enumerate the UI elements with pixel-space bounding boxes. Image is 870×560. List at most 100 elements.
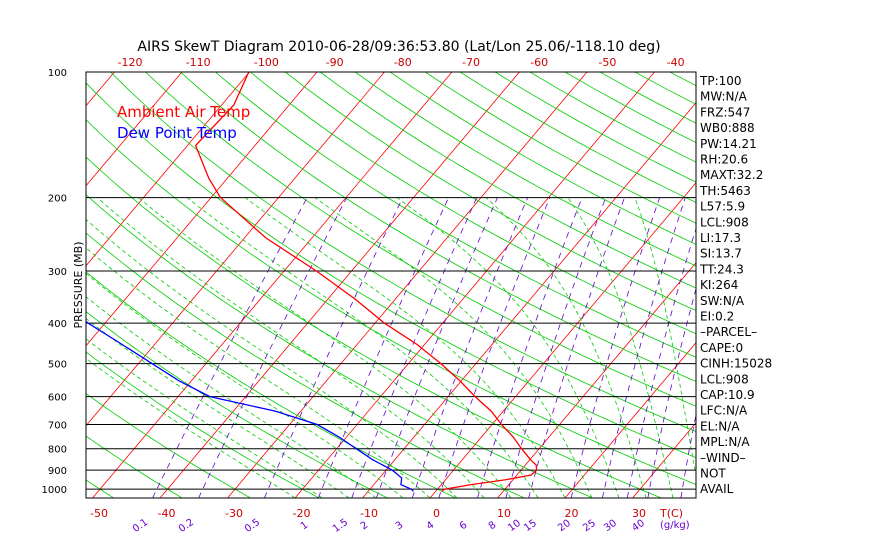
mixing-ratio-label: 20: [556, 518, 573, 534]
stat-line: SW:N/A: [700, 294, 745, 308]
stat-line: LI:17.3: [700, 231, 741, 245]
isotherm-line: [564, 342, 696, 498]
dry-adiabat-line: [86, 393, 251, 498]
isotherm-line: [227, 72, 588, 498]
isotherm-line: [632, 422, 696, 498]
stat-line: SI:13.7: [700, 247, 742, 261]
pressure-tick-label: 600: [48, 393, 67, 404]
dry-adiabat-line: [0, 72, 45, 498]
y-axis-label: PRESSURE (MB): [72, 242, 85, 329]
pressure-tick-label: 1000: [42, 485, 67, 496]
dry-adiabat-line: [215, 72, 696, 358]
stat-line: PW:14.21: [700, 137, 757, 151]
stat-line: EL:N/A: [700, 419, 740, 433]
bottom-temp-tick-label: 30: [632, 507, 646, 520]
moist-adiabat-line: [86, 318, 350, 498]
mixing-ratio-line: [376, 197, 498, 498]
top-temp-tick-label: -40: [667, 56, 685, 69]
isotherm-line: [768, 72, 870, 498]
dry-adiabat-line: [86, 119, 696, 485]
background-lines: [0, 72, 870, 498]
top-temp-tick-label: -70: [462, 56, 480, 69]
mixing-ratio-label: 0.2: [177, 517, 196, 535]
stat-line: TT:24.3: [699, 262, 744, 276]
bottom-temp-tick-label: 20: [565, 507, 579, 520]
isobars: [86, 197, 696, 490]
top-temp-tick-label: -60: [530, 56, 548, 69]
stat-line: –WIND–: [700, 451, 746, 465]
dry-adiabat-line: [86, 435, 183, 498]
pressure-tick-label: 700: [48, 421, 67, 432]
stat-line: CAPE:0: [700, 341, 743, 355]
dry-adiabat-line: [86, 479, 114, 498]
mixing-ratio-line: [318, 197, 449, 498]
moist-adiabat-line: [86, 247, 431, 498]
dry-adiabat-line: [775, 72, 870, 498]
dry-adiabat-line: [86, 82, 696, 459]
dry-adiabat-line: [86, 232, 525, 498]
dry-adiabat-line: [389, 72, 696, 245]
top-temp-tick-label: -80: [394, 56, 412, 69]
stat-line: WB0:888: [700, 121, 755, 135]
top-temp-tick-label: -110: [186, 56, 211, 69]
mixing-ratio-label: 25: [581, 518, 598, 534]
stat-line: NOT: [700, 467, 726, 481]
mixing-ratio-line: [411, 197, 529, 498]
dry-adiabat-line: [86, 156, 662, 498]
mixing-ratio-line: [264, 197, 404, 498]
moist-adiabat-line: [138, 197, 512, 498]
mixing-ratio-label: 30: [602, 518, 619, 534]
isotherm-line: [86, 72, 183, 187]
stat-line: LCL:908: [700, 372, 749, 386]
moist-adiabat-line: [244, 197, 566, 498]
mixing-ratio-line: [647, 287, 696, 498]
dry-adiabat-line: [740, 72, 870, 498]
mixing-ratio-label: 1.5: [331, 517, 350, 535]
mixing-ratio-label: 0.5: [243, 517, 262, 535]
dry-adiabat-line: [145, 72, 696, 407]
mixing-ratio-line: [477, 197, 583, 498]
isotherm-line: [0, 72, 47, 498]
dry-adiabat-line: [424, 72, 696, 224]
stat-line: KI:264: [700, 278, 738, 292]
bottom-temp-tick-label: -50: [90, 507, 108, 520]
pressure-tick-label: 900: [48, 466, 67, 477]
mixing-ratio-line: [602, 197, 686, 498]
stat-line: CINH:15028: [700, 357, 772, 371]
moist-adiabat-line: [86, 272, 404, 498]
moist-adiabat-line: [186, 197, 539, 498]
dry-adiabat-line: [86, 194, 593, 498]
stat-line: –PARCEL–: [700, 325, 757, 339]
mixing-ratio-line: [528, 197, 625, 498]
mixing-ratio-label: 10: [506, 518, 523, 534]
isotherm-line: [294, 72, 655, 498]
stat-line: TP:100: [699, 74, 742, 88]
bottom-temp-axis: -50 -40 -30 -20 -10 0 10 20 30 T(C): [90, 507, 683, 520]
dry-adiabat-line: [285, 72, 696, 312]
mixing-ratio-line: [351, 197, 478, 498]
pressure-tick-label: 300: [48, 267, 67, 278]
dry-adiabat-line: [110, 72, 696, 433]
dry-adiabat-line: [459, 72, 696, 203]
stat-line: CAP:10.9: [700, 388, 755, 402]
stat-line: TH:5463: [699, 184, 751, 198]
bottom-temp-tick-label: -40: [158, 507, 176, 520]
mixing-ratio-label: 8: [487, 520, 499, 533]
temp-profile-line: [194, 72, 538, 492]
moist-adiabat-line: [86, 296, 377, 498]
moist-adiabat-line: [97, 197, 485, 498]
isotherm-line: [92, 72, 453, 498]
profile-series: [86, 72, 538, 492]
isotherm-line: [86, 72, 115, 107]
bottom-temp-tick-label: 0: [433, 507, 440, 520]
chart-title: AIRS SkewT Diagram 2010-06-28/09:36:53.8…: [137, 39, 660, 55]
bottom-temp-tick-label: -10: [360, 507, 378, 520]
top-temp-tick-label: -90: [326, 56, 344, 69]
pressure-tick-label: 500: [48, 360, 67, 371]
dry-adiabat-line: [810, 72, 870, 498]
isotherm-line: [159, 72, 520, 498]
stat-line: AVAIL: [700, 482, 734, 496]
mixing-ratio-label: 6: [458, 520, 470, 533]
